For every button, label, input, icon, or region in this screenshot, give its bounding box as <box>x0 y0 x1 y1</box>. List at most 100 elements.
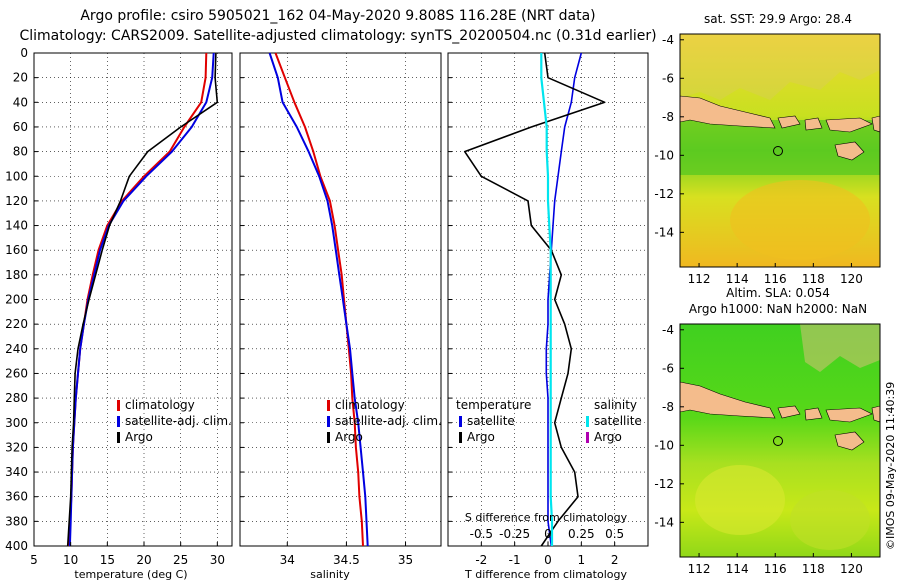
sla-land-sumba <box>834 431 865 451</box>
x-tick-label: 1 <box>578 553 586 567</box>
t-diff-xlabel: T difference from climatology <box>464 568 627 580</box>
depth-tick-label: 40 <box>13 95 28 109</box>
map-ticks: 112 114 116 118 120 -4 -6 -8 -10 -12 -14 112 114 116 1… <box>654 33 862 576</box>
depth-tick-label: 320 <box>5 440 28 454</box>
x-tick-label: 0 <box>544 527 552 541</box>
s-diff-x-ticks: -0.5 -0.25 0 0.25 0.5 <box>470 527 625 541</box>
map-lon-tick: 118 <box>802 272 825 286</box>
legend-diff-salinity-header: salinity <box>594 398 637 412</box>
map-lat-tick: -12 <box>654 477 674 491</box>
depth-tick-label: 400 <box>5 539 28 553</box>
sla-land-sumbawa <box>825 407 873 423</box>
x-tick-label: 30 <box>210 553 225 567</box>
legend-argo-swatch <box>117 432 120 443</box>
temperature-series-argo <box>66 52 219 547</box>
map-lon-tick: 118 <box>802 562 825 576</box>
legend-diff-s-satellite-swatch <box>586 416 589 427</box>
x-tick-label: 34 <box>280 553 295 567</box>
map-lat-tick: -12 <box>654 187 674 201</box>
legend-diff-t-argo: Argo <box>467 430 495 444</box>
depth-tick-label: 20 <box>13 71 28 85</box>
legend-diff-s-satellite: satellite <box>594 414 642 428</box>
map-lat-tick: -14 <box>654 225 674 239</box>
legend-sal-climatology: climatology <box>335 398 405 412</box>
legend-sal-argo-swatch <box>327 432 330 443</box>
sst-argo-marker <box>773 146 783 156</box>
depth-tick-label: 360 <box>5 490 28 504</box>
diff-salinity-satellite <box>540 53 554 546</box>
x-tick-label: -0.5 <box>470 527 493 541</box>
map-lat-tick: -4 <box>662 33 674 47</box>
x-tick-label: 15 <box>100 553 115 567</box>
legend-diff-t-argo-swatch <box>459 432 462 443</box>
map-lat-tick: -10 <box>654 438 674 452</box>
depth-tick-label: 300 <box>5 416 28 430</box>
legend-satellite-swatch <box>117 416 120 427</box>
x-tick-label: 34.5 <box>333 553 360 567</box>
depth-tick-label: 380 <box>5 514 28 528</box>
difference-lines <box>463 52 606 547</box>
legend-diff-t-satellite-swatch <box>459 416 462 427</box>
title-line-2: Climatology: CARS2009. Satellite-adjuste… <box>19 28 656 44</box>
map-lat-tick: -6 <box>662 71 674 85</box>
sla-land-north <box>800 324 880 372</box>
depth-tick-label: 340 <box>5 465 28 479</box>
x-tick-label: 25 <box>173 553 188 567</box>
map-lat-tick: -6 <box>662 361 674 375</box>
temperature-legend: climatology satellite-adj. clim. Argo <box>117 398 232 444</box>
map-lat-tick: -14 <box>654 515 674 529</box>
salinity-lines <box>268 52 369 547</box>
sst-map <box>679 33 881 268</box>
sla-map <box>679 323 881 558</box>
sst-land-sumbawa <box>825 117 873 133</box>
sla-map-title-2: Argo h1000: NaN h2000: NaN <box>689 302 867 316</box>
sla-land-java <box>680 381 776 419</box>
sst-land-north <box>680 34 880 100</box>
x-tick-label: 10 <box>63 553 78 567</box>
depth-tick-labels: 0 20 40 60 80 100 120 140 160 180 200 220 240 260 280 3… <box>5 46 452 553</box>
depth-tick-label: 280 <box>5 391 28 405</box>
depth-tick-label: 0 <box>20 46 28 60</box>
legend-climatology: climatology <box>125 398 195 412</box>
x-tick-label: -2 <box>475 553 487 567</box>
x-tick-label: 0 <box>544 553 552 567</box>
sst-land-east <box>871 115 880 133</box>
depth-tick-label: 240 <box>5 342 28 356</box>
legend-sal-satellite-swatch <box>327 416 330 427</box>
x-tick-label: -0.25 <box>499 527 530 541</box>
map-lat-tick: -8 <box>662 400 674 414</box>
difference-legend: temperature satellite Argo salinity sate… <box>456 398 642 444</box>
legend-climatology-swatch <box>117 400 120 411</box>
timestamp: ©IMOS 09-May-2020 11:40:39 <box>884 382 897 550</box>
depth-tick-label: 180 <box>5 268 28 282</box>
legend-sal-satellite: satellite-adj. clim. <box>335 414 442 428</box>
legend-sal-climatology-swatch <box>327 400 330 411</box>
map-lon-tick: 120 <box>840 272 863 286</box>
x-tick-label: 20 <box>136 553 151 567</box>
legend-diff-temperature-header: temperature <box>456 398 531 412</box>
sst-map-frame <box>679 33 881 268</box>
s-diff-xlabel: S difference from climatology <box>465 511 628 524</box>
sst-land-lombok <box>804 117 823 131</box>
grid-layer <box>33 53 648 546</box>
map-lon-tick: 114 <box>726 272 749 286</box>
sla-map-title-1: Altim. SLA: 0.054 <box>726 286 830 300</box>
sst-map-title: sat. SST: 29.9 Argo: 28.4 <box>704 12 852 26</box>
map-lon-tick: 114 <box>726 562 749 576</box>
salinity-legend: climatology satellite-adj. clim. Argo <box>327 398 442 444</box>
legend-argo: Argo <box>125 430 153 444</box>
x-tick-label: 35 <box>398 553 413 567</box>
depth-tick-label: 100 <box>5 169 28 183</box>
depth-tick-label: 160 <box>5 243 28 257</box>
temperature-xlabel: temperature (deg C) <box>74 568 187 580</box>
map-lat-tick: -4 <box>662 323 674 337</box>
temperature-lines <box>66 52 219 547</box>
x-tick-label: 5 <box>30 553 38 567</box>
sst-warm-patch <box>730 180 870 260</box>
sla-map-frame <box>679 323 881 558</box>
map-lon-tick: 112 <box>688 562 711 576</box>
x-tick-label: 0.25 <box>568 527 595 541</box>
depth-tick-label: 60 <box>13 120 28 134</box>
temperature-x-ticks: 5 10 15 20 25 30 <box>30 542 225 567</box>
